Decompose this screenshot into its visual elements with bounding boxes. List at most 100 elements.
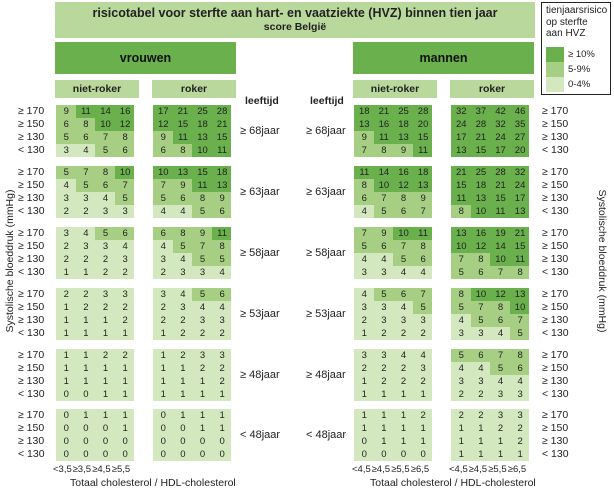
risk-cell-men-nonsmoker: 2	[373, 362, 394, 375]
risk-cell-women-nonsmoker: 3	[56, 227, 76, 240]
risk-cell-men-nonsmoker: 5	[354, 240, 374, 253]
risk-cell-men-smoker: 46	[509, 105, 530, 118]
risk-cell-men-smoker: 27	[509, 131, 530, 144]
risk-cell-women-smoker: 13	[211, 179, 232, 192]
risk-cell-women-nonsmoker: 8	[114, 131, 135, 144]
risk-cell-women-smoker: 5	[172, 240, 193, 253]
risk-cell-women-smoker: 18	[192, 118, 212, 131]
risk-cell-men-nonsmoker: 8	[412, 240, 433, 253]
risk-cell-men-smoker: 2	[509, 422, 530, 435]
risk-cell-women-smoker: 10	[192, 144, 212, 157]
chart-title: risicotabel voor sterfte aan hart- en va…	[92, 6, 498, 20]
risk-cell-women-smoker: 7	[192, 240, 212, 253]
risk-cell-men-nonsmoker: 14	[373, 166, 394, 179]
sbp-label-right: ≥ 150	[542, 422, 569, 434]
risk-cell-women-nonsmoker: 2	[56, 253, 76, 266]
risk-cell-men-smoker: 1	[470, 422, 491, 435]
risk-cell-women-smoker: 3	[192, 349, 212, 362]
x-axis-title-right: Totaal cholesterol / HDL-cholesterol	[370, 477, 536, 489]
risk-cell-women-nonsmoker: 4	[114, 240, 135, 253]
risk-cell-men-nonsmoker: 3	[412, 362, 433, 375]
risk-cell-men-nonsmoker: 0	[412, 448, 433, 461]
risk-cell-men-nonsmoker: 2	[354, 362, 374, 375]
age-column-title-right: leeftijd	[310, 95, 344, 107]
sbp-label-right: ≥ 170	[542, 166, 569, 178]
risk-cell-women-nonsmoker: 1	[75, 362, 96, 375]
risk-cell-women-smoker: 15	[211, 131, 232, 144]
risk-cell-women-smoker: 2	[211, 362, 232, 375]
risk-cell-men-nonsmoker: 4	[373, 253, 394, 266]
risk-cell-men-smoker: 28	[490, 166, 510, 179]
x-tick-label: ≥5,5	[488, 464, 507, 475]
risk-cell-women-smoker: 2	[153, 301, 173, 314]
risk-cell-men-smoker: 35	[509, 118, 530, 131]
age-label-men: ≥ 68jaar	[306, 125, 346, 137]
risk-cell-men-nonsmoker: 2	[373, 375, 394, 388]
risk-cell-women-smoker: 3	[153, 288, 173, 301]
risk-cell-men-smoker: 2	[451, 388, 471, 401]
risk-cell-men-smoker: 10	[470, 205, 491, 218]
risk-cell-men-nonsmoker: 1	[373, 422, 394, 435]
legend: tienjaarsrisico op sterfte aan HVZ ≥ 10%…	[541, 2, 611, 95]
risk-cell-women-smoker: 4	[172, 253, 193, 266]
risk-cell-men-nonsmoker: 4	[354, 288, 374, 301]
risk-cell-women-nonsmoker: 4	[75, 227, 96, 240]
risk-cell-men-nonsmoker: 2	[412, 327, 433, 340]
risk-cell-men-smoker: 7	[451, 253, 471, 266]
risk-cell-women-nonsmoker: 1	[75, 409, 96, 422]
risk-cell-men-nonsmoker: 6	[393, 288, 413, 301]
x-tick-label: ≥5,5	[391, 464, 410, 475]
risk-cell-women-smoker: 5	[153, 192, 173, 205]
age-label-men: < 48jaar	[306, 429, 347, 441]
risk-cell-men-smoker: 8	[451, 288, 471, 301]
y-axis-title-left: Systolische bloeddruk (mmHg)	[4, 189, 16, 333]
risk-cell-women-nonsmoker: 3	[75, 192, 96, 205]
header-women-smoker: roker	[152, 80, 236, 98]
risk-cell-women-nonsmoker: 1	[75, 375, 96, 388]
risk-cell-men-smoker: 3	[490, 388, 510, 401]
risk-cell-men-nonsmoker: 12	[393, 179, 413, 192]
risk-cell-men-smoker: 4	[451, 362, 471, 375]
risk-cell-men-nonsmoker: 1	[373, 409, 394, 422]
risk-cell-men-smoker: 3	[451, 375, 471, 388]
risk-cell-men-nonsmoker: 1	[373, 388, 394, 401]
sbp-label-right: ≥ 150	[542, 240, 569, 252]
risk-cell-women-smoker: 4	[211, 266, 232, 279]
risk-cell-men-nonsmoker: 6	[373, 240, 394, 253]
x-tick-label: ≥3,5	[72, 464, 92, 475]
sbp-label-right: < 130	[542, 327, 569, 339]
risk-cell-women-smoker: 6	[172, 192, 193, 205]
age-label-men: ≥ 58jaar	[306, 247, 346, 259]
risk-cell-men-smoker: 3	[470, 375, 491, 388]
risk-cell-women-nonsmoker: 7	[75, 166, 96, 179]
risk-cell-men-smoker: 15	[490, 192, 510, 205]
risk-cell-women-nonsmoker: 5	[95, 144, 115, 157]
sbp-label-right: < 130	[542, 448, 569, 460]
risk-cell-women-nonsmoker: 0	[75, 448, 96, 461]
risk-cell-men-smoker: 14	[490, 240, 510, 253]
risk-cell-men-nonsmoker: 4	[412, 266, 433, 279]
risk-cell-men-smoker: 25	[470, 166, 491, 179]
risk-cell-women-smoker: 0	[153, 448, 173, 461]
risk-cell-women-nonsmoker: 8	[95, 166, 115, 179]
header-women: vrouwen	[55, 42, 236, 74]
risk-cell-men-nonsmoker: 11	[354, 166, 374, 179]
risk-cell-men-smoker: 4	[451, 314, 471, 327]
risk-cell-women-nonsmoker: 1	[114, 422, 135, 435]
sbp-label-left: < 130	[18, 388, 45, 400]
risk-cell-women-smoker: 4	[153, 205, 173, 218]
risk-cell-women-nonsmoker: 2	[56, 240, 76, 253]
risk-cell-women-nonsmoker: 1	[95, 314, 115, 327]
risk-cell-women-nonsmoker: 4	[75, 144, 96, 157]
sbp-label-left: ≥ 130	[18, 435, 45, 447]
sbp-label-left: ≥ 170	[18, 227, 45, 239]
risk-cell-men-smoker: 7	[509, 314, 530, 327]
risk-cell-women-smoker: 1	[192, 375, 212, 388]
risk-cell-women-smoker: 13	[192, 131, 212, 144]
risk-cell-women-nonsmoker: 0	[75, 388, 96, 401]
risk-cell-women-smoker: 3	[172, 266, 193, 279]
risk-cell-men-nonsmoker: 15	[412, 131, 433, 144]
title-bar: risicotabel voor sterfte aan hart- en va…	[55, 2, 535, 38]
sbp-label-right: ≥ 150	[542, 301, 569, 313]
risk-cell-women-smoker: 1	[192, 388, 212, 401]
